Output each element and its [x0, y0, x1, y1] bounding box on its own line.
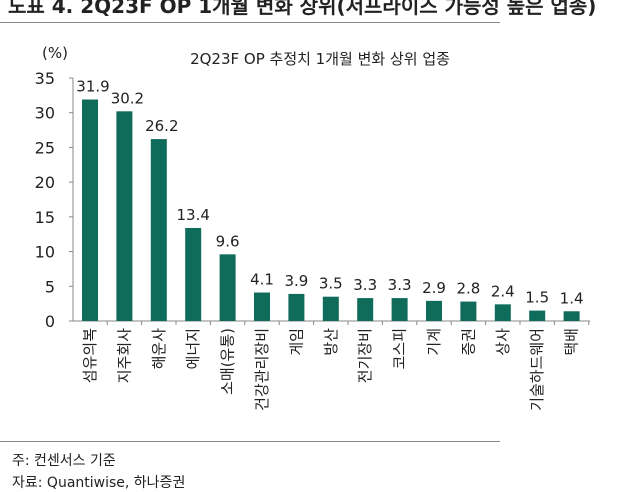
x-tick-label: 택배: [563, 328, 581, 356]
x-tick-label: 지주회사: [115, 328, 133, 383]
y-tick-label: 30: [35, 104, 55, 123]
top-divider: [0, 22, 500, 23]
bar: [322, 296, 339, 321]
x-tick-label: 소매(유통): [219, 328, 237, 395]
bar: [82, 99, 98, 321]
x-tick-label: 코스피: [391, 328, 409, 369]
y-tick-label: 15: [35, 208, 55, 227]
data-label: 13.4: [176, 206, 209, 224]
bar: [426, 300, 442, 321]
bar: [529, 310, 546, 321]
data-label: 1.4: [560, 289, 584, 307]
x-tick-label: 상사: [494, 328, 512, 356]
data-label: 4.1: [250, 271, 274, 289]
bar: [116, 111, 133, 321]
y-tick-label: 25: [35, 138, 55, 157]
y-tick-label: 10: [35, 243, 55, 262]
figure-title: 도표 4. 2Q23F OP 1개월 변화 상위(서프라이즈 가능성 높은 업종…: [8, 0, 597, 18]
chart-title: 2Q23F OP 추정치 1개월 변화 상위 업종: [190, 50, 450, 68]
footnote: 주: 컨센서스 기준: [12, 453, 116, 469]
bar: [254, 292, 270, 321]
bar: [288, 293, 305, 321]
x-tick-label: 해운사: [150, 328, 168, 370]
bar: [219, 254, 236, 321]
data-label: 3.9: [284, 272, 308, 290]
x-tick-label: 에너지: [184, 328, 202, 369]
bar: [185, 227, 202, 321]
x-tick-label: 방산: [322, 328, 340, 356]
data-label: 1.5: [525, 289, 549, 307]
data-label: 2.9: [422, 279, 446, 297]
data-label: 2.4: [491, 282, 515, 300]
bottom-divider: [0, 441, 500, 442]
x-tick-label: 섬유의복: [81, 328, 99, 383]
source-note: 자료: Quantiwise, 하나증권: [12, 475, 186, 491]
data-label: 3.3: [353, 276, 377, 294]
bar: [391, 298, 408, 321]
bar: [460, 301, 477, 321]
x-tick-label: 기계: [425, 328, 443, 356]
data-label: 3.5: [319, 275, 343, 293]
x-tick-label: 기술하드웨어: [528, 328, 546, 411]
bar-chart: 2Q23F OP 추정치 1개월 변화 상위 업종 (%) 0 5 10 15 20 25…: [35, 44, 590, 411]
data-label: 2.8: [456, 280, 480, 298]
x-tick-label: 증권: [459, 328, 477, 356]
data-label: 26.2: [145, 117, 178, 135]
x-tick-label: 게임: [287, 328, 305, 356]
y-axis-unit: (%): [42, 44, 68, 62]
y-tick-label: 5: [45, 277, 55, 296]
data-label: 9.6: [216, 232, 240, 250]
bar: [563, 311, 580, 321]
x-tick-label: 전기장비: [356, 328, 374, 383]
data-label: 30.2: [111, 89, 144, 107]
bar: [357, 298, 374, 321]
y-tick-label: 0: [45, 312, 55, 331]
data-label: 3.3: [388, 276, 412, 294]
bar: [494, 304, 511, 321]
y-tick-label: 35: [35, 69, 55, 88]
y-tick-label: 20: [35, 173, 55, 192]
x-tick-label: 건강관리장비: [253, 328, 271, 411]
data-label: 31.9: [76, 78, 109, 96]
bar: [150, 139, 167, 321]
